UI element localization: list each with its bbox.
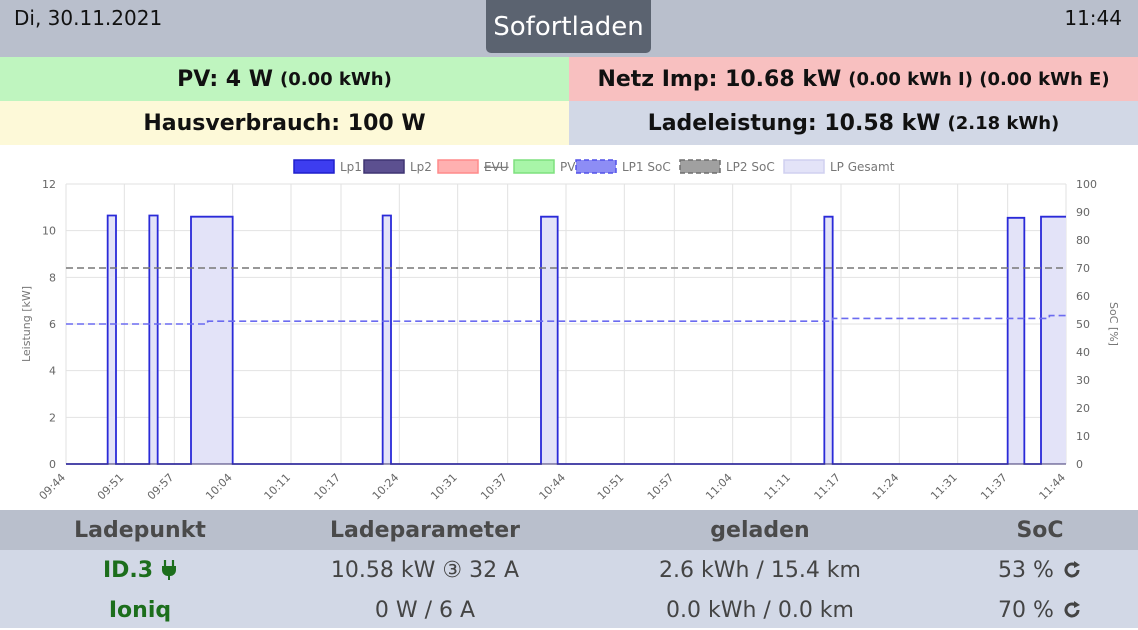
chart-svg: 0 2 4 6 8 10 12 0 10 20 30 40 50 60 70 80 90 100 09:44 09:5… [20, 159, 1120, 503]
x-tick-label: 10:37 [478, 471, 510, 503]
x-tick-label: 11:04 [703, 471, 735, 503]
refresh-icon[interactable] [1062, 600, 1082, 620]
x-tick-label: 11:44 [1037, 471, 1069, 503]
lp1-soc-line [66, 314, 1066, 325]
power-chart: 0 2 4 6 8 10 12 0 10 20 30 40 50 60 70 80 90 100 09:44 09:5… [0, 148, 1138, 508]
charge-point-table: Ladepunkt Ladeparameter geladen SoC ID.3… [0, 510, 1138, 628]
charge-point-label: Ioniq [108, 597, 172, 623]
charge-parameters[interactable]: 0 W / 6 A [374, 597, 476, 623]
charged-amount: 2.6 kWh / 15.4 km [659, 557, 861, 583]
y-tick-label: 2 [49, 411, 56, 424]
house-consumption-tile: Hausverbrauch: 100 W [0, 101, 569, 145]
charge-power-detail: (2.18 kWh) [947, 112, 1060, 134]
y2-tick-label: 60 [1076, 290, 1090, 303]
x-tick-label: 11:37 [978, 471, 1010, 503]
x-tick-label: 11:24 [870, 471, 902, 503]
x-tick-label: 10:51 [595, 471, 627, 503]
plug-icon [161, 559, 177, 581]
legend-swatch [293, 159, 335, 174]
legend-label: LP2 SoC [726, 160, 775, 174]
table-header: Ladepunkt Ladeparameter geladen SoC [0, 510, 1138, 550]
charge-power-label: Ladeleistung: 10.58 kW [647, 110, 941, 136]
legend-swatch [363, 159, 405, 174]
y2-tick-label: 50 [1076, 318, 1090, 331]
grid-detail: (0.00 kWh I) (0.00 kWh E) [848, 68, 1110, 90]
date-display: Di, 30.11.2021 [14, 6, 163, 30]
charge-point-label: ID.3 [102, 557, 154, 583]
legend-label: LP Gesamt [830, 160, 895, 174]
legend-label: EVU [484, 160, 509, 174]
legend-swatch [783, 159, 825, 174]
legend-label: PV [560, 160, 576, 174]
pv-tile: PV: 4 W (0.00 kWh) [0, 57, 569, 101]
x-tick-label: 10:24 [370, 471, 402, 503]
legend-swatch [513, 159, 555, 174]
x-tick-label: 10:57 [645, 471, 677, 503]
header-soc: SoC [1016, 517, 1064, 543]
top-bar: Di, 30.11.2021 Sofortladen 11:44 [0, 0, 1138, 57]
x-tick-label: 10:31 [428, 471, 460, 503]
y-tick-label: 12 [42, 178, 56, 191]
y-tick-label: 0 [49, 458, 56, 471]
y2-tick-label: 20 [1076, 402, 1090, 415]
x-tick-label: 11:11 [762, 471, 794, 503]
x-tick-label: 11:17 [812, 471, 844, 503]
legend-swatch [575, 159, 617, 174]
time-display: 11:44 [1064, 6, 1122, 30]
soc-value: 53 % [960, 550, 1120, 590]
y2-tick-label: 40 [1076, 346, 1090, 359]
y2-tick-label: 30 [1076, 374, 1090, 387]
charge-parameters[interactable]: 10.58 kW ③ 32 A [330, 557, 520, 583]
header-ladeparameter: Ladeparameter [330, 517, 520, 543]
y2-tick-label: 70 [1076, 262, 1090, 275]
lp1-line [66, 214, 1066, 465]
y2-tick-label: 10 [1076, 430, 1090, 443]
y-tick-label: 6 [49, 318, 56, 331]
x-tick-label: 10:17 [312, 471, 344, 503]
y-tick-label: 4 [49, 365, 56, 378]
legend-label: LP1 SoC [622, 160, 671, 174]
x-tick-label: 09:44 [37, 471, 69, 503]
header-ladepunkt: Ladepunkt [74, 517, 206, 543]
charge-mode-button[interactable]: Sofortladen [486, 0, 651, 53]
x-tick-label: 10:11 [262, 471, 294, 503]
grid-label: Netz Imp: 10.68 kW [597, 66, 842, 92]
charged-amount: 0.0 kWh / 0.0 km [666, 597, 854, 623]
y2-axis-title: SoC [%] [1107, 302, 1120, 346]
y2-tick-label: 100 [1076, 178, 1097, 191]
y2-tick-label: 80 [1076, 234, 1090, 247]
charge-point-name[interactable]: ID.3 [40, 550, 240, 590]
header-geladen: geladen [710, 517, 810, 543]
x-tick-label: 11:31 [928, 471, 960, 503]
charge-power-tile: Ladeleistung: 10.58 kW (2.18 kWh) [569, 101, 1138, 145]
y-axis-title: Leistung [kW] [20, 286, 33, 362]
legend-label: Lp2 [410, 160, 432, 174]
legend-swatch [679, 159, 721, 174]
refresh-icon[interactable] [1062, 560, 1082, 580]
pv-detail: (0.00 kWh) [280, 68, 392, 90]
house-consumption-label: Hausverbrauch: 100 W [143, 110, 426, 136]
x-tick-label: 10:04 [203, 471, 235, 503]
soc-text: 70 % [998, 597, 1054, 623]
x-tick-label: 10:44 [537, 471, 569, 503]
legend-swatch [437, 159, 479, 174]
y2-tick-label: 90 [1076, 206, 1090, 219]
y-tick-label: 10 [42, 225, 56, 238]
pv-label: PV: 4 W [177, 66, 274, 92]
y-tick-label: 8 [49, 271, 56, 284]
soc-value: 70 % [960, 590, 1120, 630]
x-tick-label: 09:57 [145, 471, 177, 503]
charge-point-name[interactable]: Ioniq [40, 590, 240, 630]
legend-label: Lp1 [340, 160, 362, 174]
x-tick-label: 09:51 [95, 471, 127, 503]
y2-tick-label: 0 [1076, 458, 1083, 471]
grid-tile: Netz Imp: 10.68 kW (0.00 kWh I) (0.00 kW… [569, 57, 1138, 101]
soc-text: 53 % [998, 557, 1054, 583]
